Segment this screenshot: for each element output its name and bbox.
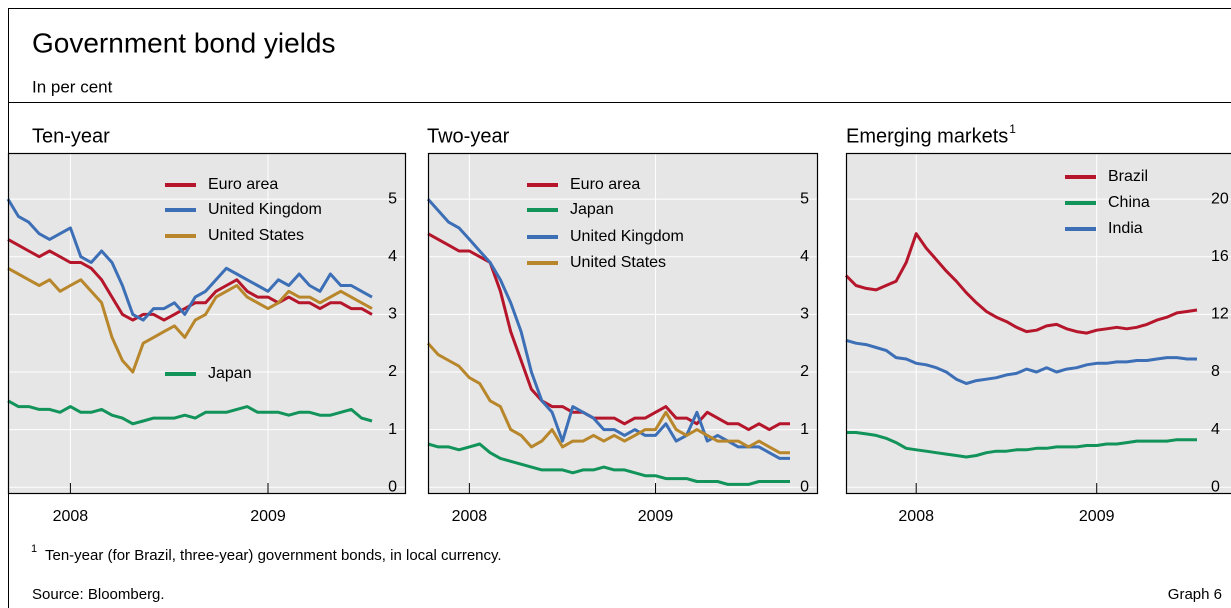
series-line: [845, 338, 1197, 385]
series-line: [427, 442, 790, 486]
footnote-text: Ten-year (for Brazil, three-year) govern…: [45, 547, 502, 564]
y-tick-label: 16: [1211, 248, 1229, 265]
plot-frame: [845, 152, 1231, 495]
legend-label: United Kingdom: [208, 201, 322, 218]
legend-label: Euro area: [570, 176, 640, 193]
legend-label: Euro area: [208, 176, 278, 193]
x-tick-label: 2009: [638, 508, 674, 525]
legend-label: Brazil: [1108, 168, 1148, 185]
x-tick-label: 2008: [452, 508, 488, 525]
legend-label: United States: [208, 227, 304, 244]
figure-title: Government bond yields: [32, 27, 336, 58]
x-tick-label: 2009: [250, 508, 286, 525]
x-tick-label: 2009: [1079, 508, 1115, 525]
y-tick-label: 4: [1211, 421, 1220, 438]
y-tick-label: 3: [800, 306, 809, 323]
graph-label: Graph 6: [1168, 586, 1222, 603]
legend-label: India: [1108, 220, 1143, 237]
legend-label: United Kingdom: [570, 228, 684, 245]
y-tick-label: 4: [388, 248, 397, 265]
y-tick-label: 4: [800, 248, 809, 265]
series-line: [844, 232, 1198, 335]
figure-subtitle: In per cent: [32, 77, 113, 96]
series-line: [7, 266, 373, 374]
series-line: [426, 342, 790, 455]
y-tick-label: 1: [388, 421, 397, 438]
source: Source: Bloomberg.: [32, 586, 165, 603]
y-tick-label: 2: [800, 363, 809, 380]
plot-area: [8, 153, 406, 494]
y-tick-label: 5: [800, 190, 809, 207]
legend-label: China: [1108, 194, 1150, 211]
plot-frame: [7, 152, 407, 495]
y-tick-label: 2: [388, 363, 397, 380]
y-tick-label: 0: [1211, 478, 1220, 495]
panel-title: Ten-year: [32, 125, 110, 147]
plot-area: [846, 153, 1231, 494]
x-tick-label: 2008: [898, 508, 934, 525]
series-line: [846, 431, 1197, 459]
series-line: [7, 399, 373, 426]
y-tick-label: 8: [1211, 363, 1220, 380]
plot-area: [428, 153, 818, 494]
legend-label: Japan: [570, 201, 614, 218]
panel-title: Two-year: [427, 125, 510, 147]
y-tick-label: 12: [1211, 306, 1229, 323]
plot-frame: [427, 152, 819, 495]
x-tick-label: 2008: [53, 508, 89, 525]
y-tick-label: 1: [800, 421, 809, 438]
panel-title-note: 1: [1009, 122, 1016, 136]
y-tick-label: 3: [388, 306, 397, 323]
y-tick-label: 20: [1211, 190, 1229, 207]
legend-label: United States: [570, 254, 666, 271]
y-tick-label: 5: [388, 190, 397, 207]
footnote-marker: 1: [31, 543, 37, 555]
y-tick-label: 0: [388, 478, 397, 495]
y-tick-label: 0: [800, 478, 809, 495]
series-line: [6, 198, 373, 322]
legend-label: Japan: [208, 365, 252, 382]
panel-title: Emerging markets: [846, 125, 1008, 147]
